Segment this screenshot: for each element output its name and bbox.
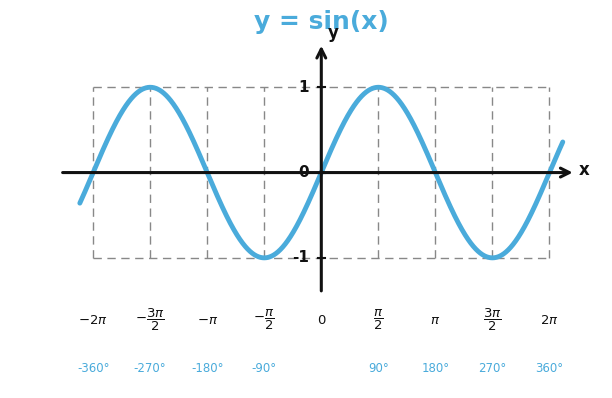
Text: $-2\pi$: $-2\pi$ — [78, 314, 108, 327]
Text: $\pi$: $\pi$ — [430, 314, 441, 327]
Text: $0$: $0$ — [316, 314, 326, 327]
Text: 0: 0 — [298, 165, 308, 180]
Text: $\dfrac{3\pi}{2}$: $\dfrac{3\pi}{2}$ — [483, 307, 502, 333]
Text: -90°: -90° — [252, 362, 277, 375]
Text: $-\pi$: $-\pi$ — [196, 314, 218, 327]
Text: $-\dfrac{\pi}{2}$: $-\dfrac{\pi}{2}$ — [253, 308, 275, 332]
Text: $2\pi$: $2\pi$ — [540, 314, 559, 327]
Text: $-\dfrac{3\pi}{2}$: $-\dfrac{3\pi}{2}$ — [135, 307, 165, 333]
Text: -180°: -180° — [191, 362, 223, 375]
Text: -360°: -360° — [77, 362, 110, 375]
Text: 180°: 180° — [421, 362, 449, 375]
Text: y: y — [328, 24, 338, 42]
Text: $\dfrac{\pi}{2}$: $\dfrac{\pi}{2}$ — [373, 308, 384, 332]
Text: -1: -1 — [292, 250, 308, 265]
Text: 270°: 270° — [479, 362, 507, 375]
Text: -270°: -270° — [134, 362, 166, 375]
Text: 90°: 90° — [368, 362, 389, 375]
Text: 360°: 360° — [536, 362, 564, 375]
Text: x: x — [579, 161, 590, 179]
Text: 1: 1 — [298, 80, 308, 95]
Text: y = sin(x): y = sin(x) — [254, 10, 389, 33]
